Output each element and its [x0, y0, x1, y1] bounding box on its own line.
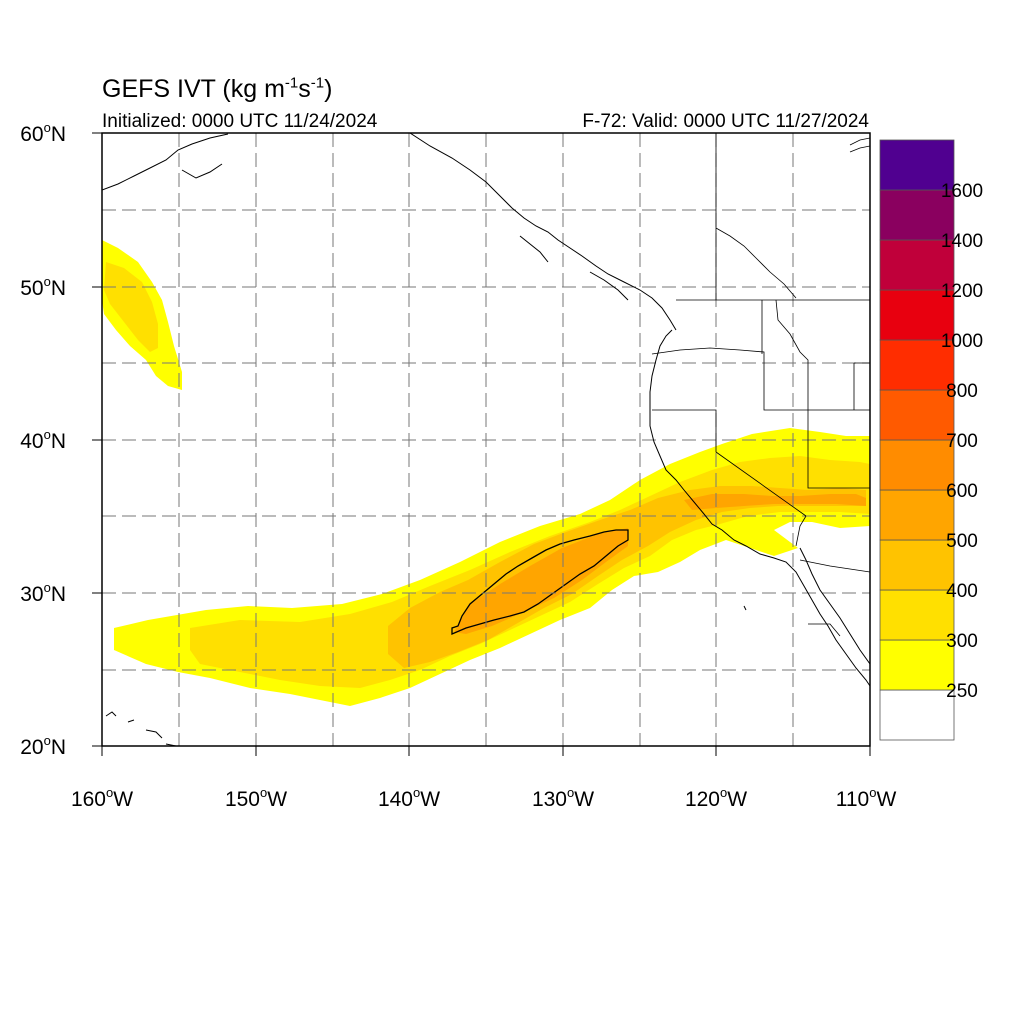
colorbar-swatch — [879, 289, 955, 341]
ivt-shading — [102, 240, 870, 706]
lon-label: 130oW — [532, 785, 594, 811]
lat-label: 60oN — [20, 120, 66, 146]
lon-label: 140oW — [378, 785, 440, 811]
lon-label: 150oW — [225, 785, 287, 811]
lat-label: 40oN — [20, 427, 66, 453]
colorbar-swatch — [879, 439, 955, 491]
ivt-500-contour — [451, 529, 629, 635]
colorbar-label: 1600 — [941, 181, 983, 202]
lat-label: 50oN — [20, 274, 66, 300]
colorbar-swatch — [879, 239, 955, 291]
map-title: GEFS IVT (kg m-1s-1) — [102, 74, 333, 103]
colorbar-label: 400 — [946, 581, 978, 602]
lon-label: 160oW — [71, 785, 133, 811]
tick-marks — [92, 132, 871, 756]
colorbar-swatch — [879, 189, 955, 241]
colorbar-label: 1000 — [941, 331, 983, 352]
colorbar-label: 250 — [946, 681, 978, 702]
lon-label: 110oW — [836, 785, 897, 811]
valid-time: F-72: Valid: 0000 UTC 11/27/2024 — [582, 111, 869, 132]
colorbar-swatch — [879, 339, 955, 391]
colorbar-swatch — [879, 389, 955, 441]
colorbar-label: 500 — [946, 531, 978, 552]
lon-label: 120oW — [685, 785, 747, 811]
colorbar-label: 1200 — [941, 281, 983, 302]
colorbar-label: 300 — [946, 631, 978, 652]
initialized-time: Initialized: 0000 UTC 11/24/2024 — [102, 111, 378, 132]
colorbar-label: 600 — [946, 481, 978, 502]
coastlines — [102, 133, 870, 746]
longitude-labels: 160oW 150oW 140oW 130oW 120oW 110oW — [71, 785, 897, 811]
latitude-labels: 60oN 50oN 40oN 30oN 20oN — [20, 120, 66, 759]
colorbar-label: 700 — [946, 431, 978, 452]
colorbar-swatch — [879, 639, 955, 691]
colorbar-swatch — [879, 139, 955, 191]
colorbar-swatch — [879, 589, 955, 641]
ivt-inland-500 — [684, 494, 866, 510]
lat-label: 30oN — [20, 580, 66, 606]
colorbar-label: 1400 — [941, 231, 983, 252]
colorbar-label: 800 — [946, 381, 978, 402]
ivt-river-500 — [454, 528, 628, 634]
colorbar-swatch — [879, 489, 955, 541]
lat-label: 20oN — [20, 733, 66, 759]
ivt-patch-northwest-core — [104, 262, 158, 352]
colorbar: 250 300 400 500 600 700 800 1000 1200 1400 1600 — [879, 139, 983, 741]
colorbar-swatch — [879, 539, 955, 591]
ivt-river-400 — [388, 486, 866, 668]
colorbar-swatch — [879, 689, 955, 741]
